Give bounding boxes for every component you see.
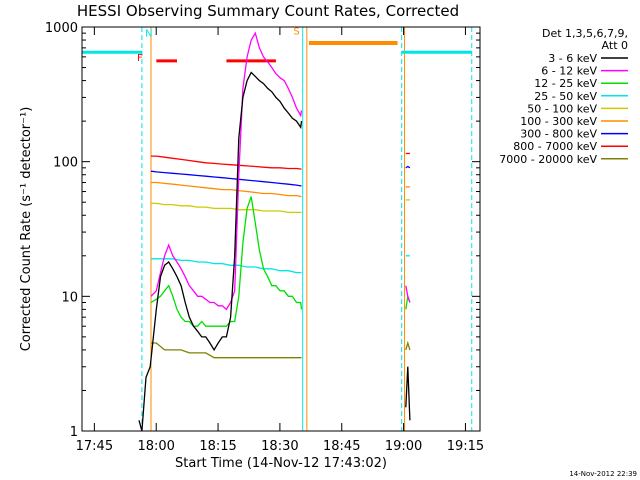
series-line-7000-20000-kev [151, 342, 302, 359]
series-line-late-7000-20000-kev [405, 340, 411, 351]
series-line-late-6-12-kev [405, 285, 411, 303]
x-tick-label: 17:45 [76, 439, 113, 454]
x-tick-label: 18:15 [199, 439, 236, 454]
flag-label-n: N [145, 29, 152, 40]
y-axis: 1 10 100 1000 [45, 21, 480, 440]
series-line-late-3-6-kev [405, 366, 411, 421]
plot-frame [81, 26, 481, 432]
plot-area: N F S [82, 26, 473, 432]
y-tick-label: 1 [70, 425, 78, 440]
legend-label: 25 - 50 keV [534, 90, 597, 103]
series-line-6-12-kev [150, 31, 303, 311]
x-tick-label: 19:00 [385, 439, 422, 454]
legend-label: 12 - 25 keV [534, 77, 597, 90]
legend-label: 6 - 12 keV [541, 65, 597, 78]
y-tick-label: 100 [53, 156, 78, 171]
legend-label: 800 - 7000 keV [513, 140, 597, 153]
legend-label: 3 - 6 keV [548, 52, 597, 65]
y-tick-label: 10 [61, 290, 78, 305]
timestamp: 14-Nov-2012 22:39 [569, 470, 637, 478]
series-line-100-300-kev [151, 181, 302, 198]
legend-header-detectors: Det 1,3,5,6,7,9, [542, 27, 628, 40]
y-tick-label: 1000 [45, 21, 78, 36]
legend-label: 300 - 800 keV [520, 128, 597, 141]
x-tick-label: 18:30 [261, 439, 298, 454]
series-line-12-25-kev [150, 196, 303, 327]
flag-label-f: F [137, 53, 143, 64]
x-tick-label: 19:15 [447, 439, 484, 454]
x-axis: 17:45 18:00 18:15 18:30 18:45 19:00 19:15 [76, 27, 484, 454]
series-line-50-100-kev [151, 202, 302, 214]
x-axis-label: Start Time (14-Nov-12 17:43:02) [175, 456, 387, 471]
legend-label: 50 - 100 keV [527, 102, 597, 115]
legend-label: 100 - 300 keV [520, 115, 597, 128]
legend-label: 7000 - 20000 keV [499, 153, 597, 166]
legend-header-attenuator: Att 0 [602, 39, 628, 52]
series-line-3-6-kev [138, 71, 303, 432]
series-line-late-300-800-kev [405, 165, 411, 169]
series-line-300-800-kev [150, 170, 302, 187]
flag-label-s: S [293, 26, 299, 37]
series-line-800-7000-kev [151, 155, 302, 170]
x-tick-label: 18:45 [323, 439, 360, 454]
series-line-25-50-kev [151, 258, 302, 274]
x-tick-label: 18:00 [137, 439, 174, 454]
y-axis-label: Corrected Count Rate (s⁻¹ detector⁻¹) [19, 107, 34, 352]
chart-title: HESSI Observing Summary Count Rates, Cor… [77, 2, 459, 20]
